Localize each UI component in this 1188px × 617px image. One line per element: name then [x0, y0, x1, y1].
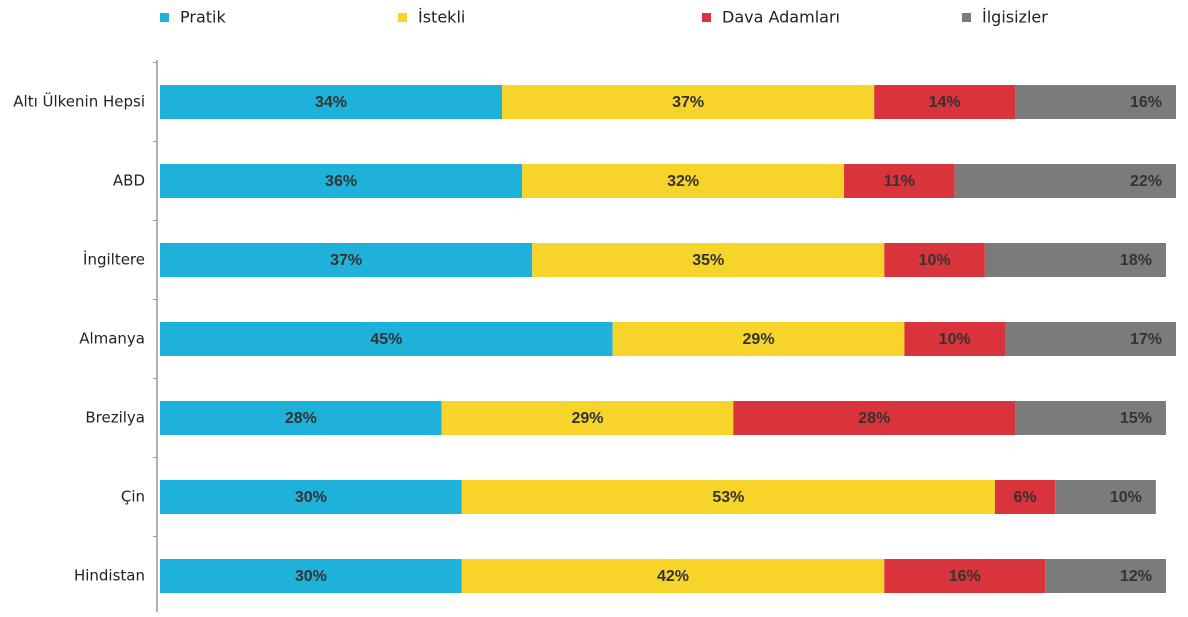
value-label: 45% [370, 331, 402, 348]
value-label: 37% [672, 94, 704, 111]
value-label: 34% [315, 94, 347, 111]
bar-segment [160, 243, 533, 277]
bar-segment [1055, 480, 1156, 514]
legend-label: İlgisizler [982, 8, 1048, 27]
bar-segment [994, 480, 1056, 514]
value-label: 35% [692, 252, 724, 269]
legend-marker [160, 13, 169, 22]
value-label: 18% [1120, 252, 1152, 269]
category-label: Almanya [79, 330, 145, 348]
bar-segment [160, 480, 462, 514]
bar-segment [1045, 559, 1166, 593]
bar-segment [160, 322, 613, 356]
bar-segment [160, 85, 503, 119]
legend-label: İstekli [418, 8, 465, 27]
value-label: 10% [1110, 489, 1142, 506]
bar-segment [1015, 401, 1166, 435]
value-label: 14% [929, 94, 961, 111]
value-label: 42% [657, 568, 689, 585]
bar-segment [461, 559, 885, 593]
bar-segment [160, 559, 462, 593]
value-label: 29% [572, 410, 604, 427]
value-label: 11% [884, 173, 915, 190]
bar-segment [441, 401, 734, 435]
value-label: 28% [285, 410, 317, 427]
value-label: 16% [1130, 94, 1162, 111]
value-label: 53% [712, 489, 744, 506]
category-label: ABD [113, 172, 145, 190]
value-label: 15% [1120, 410, 1152, 427]
value-label: 12% [1120, 568, 1152, 585]
bar-segment [1015, 85, 1176, 119]
category-label: Brezilya [85, 409, 145, 427]
category-label: Hindistan [74, 567, 145, 585]
value-label: 37% [330, 252, 362, 269]
bar-segment [532, 243, 885, 277]
bar-segment [612, 322, 905, 356]
value-label: 30% [295, 489, 327, 506]
legend-label: Pratik [180, 8, 226, 27]
value-label: 32% [667, 173, 699, 190]
bar-segment [874, 85, 1016, 119]
legend-label: Dava Adamları [722, 8, 840, 27]
bar-segment [884, 243, 985, 277]
value-label: 36% [325, 173, 357, 190]
value-label: 16% [949, 568, 981, 585]
value-label: 30% [295, 568, 327, 585]
bar-segment [984, 243, 1166, 277]
bar-segment [160, 164, 523, 198]
bar-segment [1004, 322, 1176, 356]
bar-segment [733, 401, 1016, 435]
value-label: 22% [1130, 173, 1162, 190]
value-label: 17% [1130, 331, 1162, 348]
bar-segment [160, 401, 442, 435]
bar-segment [954, 164, 1176, 198]
category-label: İngiltere [83, 250, 145, 269]
legend-marker [702, 13, 711, 22]
legend-marker [962, 13, 971, 22]
value-label: 10% [919, 252, 951, 269]
bar-segment [461, 480, 995, 514]
bar-segment [522, 164, 845, 198]
bar-segment [502, 85, 875, 119]
value-label: 28% [858, 410, 890, 427]
value-label: 10% [939, 331, 971, 348]
bar-segment [884, 559, 1046, 593]
category-label: Çin [121, 488, 145, 506]
category-label: Altı Ülkenin Hepsi [13, 92, 145, 111]
value-label: 6% [1014, 489, 1037, 506]
bar-segment [844, 164, 955, 198]
value-label: 29% [743, 331, 775, 348]
bar-segment [904, 322, 1005, 356]
legend-marker [398, 13, 407, 22]
